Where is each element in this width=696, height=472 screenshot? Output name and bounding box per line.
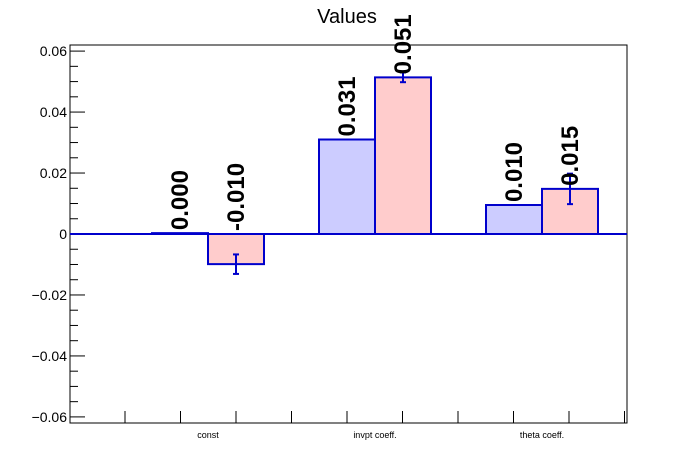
bar-value-label: -0.010 [223, 163, 250, 231]
y-tick-label: 0.06 [40, 43, 67, 59]
y-tick-label: −0.06 [32, 409, 68, 425]
bar [375, 77, 431, 235]
x-category-label: invpt coeff. [353, 430, 396, 440]
x-category-label: theta coeff. [520, 430, 564, 440]
y-tick-label: 0.04 [40, 104, 67, 120]
bar-value-label: 0.010 [501, 142, 528, 202]
bar-value-label: 0.000 [167, 170, 194, 230]
bar-value-label: 0.031 [334, 76, 361, 136]
y-tick-label: 0.02 [40, 165, 67, 181]
y-tick-label: −0.04 [32, 348, 68, 364]
bar-value-label: 0.015 [557, 126, 584, 186]
y-tick-label: 0 [59, 226, 67, 242]
bar [486, 205, 542, 234]
x-category-label: const [197, 430, 219, 440]
plot-area: −0.06 −0.04 −0.02 0 0.02 0.04 0.06 const 0.000 -0… [32, 14, 628, 440]
bar [319, 139, 375, 234]
chart-title: Values [317, 6, 377, 28]
bar-value-label: 0.051 [390, 14, 417, 74]
y-tick-label: −0.02 [32, 287, 68, 303]
